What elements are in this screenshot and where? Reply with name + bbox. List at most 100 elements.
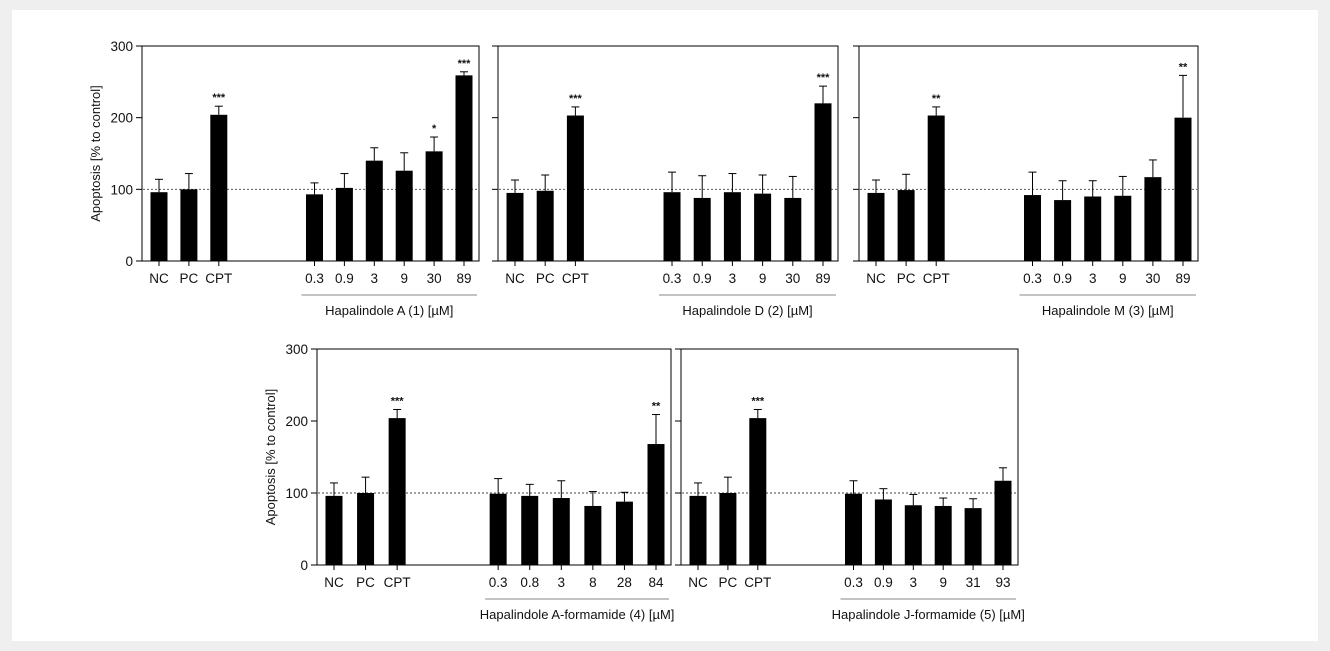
bar-NC [325, 495, 343, 565]
bar-0.8 [521, 495, 539, 565]
group-label: Hapalindole D (2) [µM] [682, 303, 812, 318]
x-tick-label: NC [866, 271, 886, 286]
significance-marker: *** [458, 58, 472, 70]
group-label: Hapalindole A (1) [µM] [325, 303, 453, 318]
x-tick-label: 89 [456, 271, 471, 286]
bar-NC [689, 495, 707, 565]
bar-CPT [210, 114, 228, 261]
x-tick-label: 0.3 [663, 271, 682, 286]
y-tick-label: 300 [285, 342, 308, 357]
group-label: Hapalindole A-formamide (4) [µM] [480, 607, 675, 622]
x-tick-label: PC [897, 271, 916, 286]
bar-0.9 [693, 197, 711, 261]
x-tick-label: 0.3 [489, 575, 508, 590]
x-tick-label: NC [505, 271, 525, 286]
x-tick-label: 0.9 [1053, 271, 1072, 286]
x-tick-label: 9 [400, 271, 408, 286]
bar-0.3 [305, 194, 323, 261]
x-tick-label: NC [688, 575, 708, 590]
bar-PC [180, 189, 198, 261]
x-tick-label: PC [180, 271, 199, 286]
bar-PC [897, 190, 915, 261]
bar-PC [536, 190, 554, 261]
x-tick-label: CPT [562, 271, 589, 286]
significance-marker: *** [391, 395, 405, 407]
bar-28 [615, 501, 633, 565]
x-tick-label: 93 [995, 575, 1010, 590]
x-tick-label: 9 [1119, 271, 1127, 286]
bar-CPT [566, 115, 584, 262]
x-tick-label: 3 [1089, 271, 1097, 286]
y-axis-title: Apoptosis [% to control] [88, 85, 103, 222]
bar-CPT [388, 418, 406, 565]
x-tick-label: 30 [785, 271, 800, 286]
bar-NC [867, 192, 885, 261]
x-tick-label: CPT [205, 271, 232, 286]
bar-9 [754, 193, 772, 261]
y-tick-label: 100 [110, 182, 133, 197]
chart-panel-hapalindole-j-formamide: NC PC *** CPT 0.3 0.9 3 9 31 93 Hapalindole J-form… [675, 348, 1025, 622]
group-label: Hapalindole M (3) [µM] [1042, 303, 1174, 318]
significance-marker: *** [569, 93, 583, 105]
bar-31 [964, 508, 982, 565]
bar-0.3 [844, 493, 862, 565]
significance-marker: *** [751, 395, 765, 407]
y-tick-label: 200 [285, 414, 308, 429]
bar-9 [934, 505, 952, 565]
x-tick-label: PC [356, 575, 375, 590]
bar-CPT [927, 115, 945, 262]
x-tick-label: 30 [1145, 271, 1160, 286]
bar-3 [552, 498, 570, 565]
bar-8 [584, 505, 602, 565]
x-tick-label: 9 [759, 271, 767, 286]
bar-0.9 [874, 499, 892, 565]
bar-30 [425, 151, 443, 261]
x-tick-label: NC [149, 271, 169, 286]
bar-89 [814, 103, 832, 261]
chart-panel-hapalindole-m: NC PC ** CPT 0.3 0.9 3 9 30 ** 89 Hapalindole M (3)… [853, 45, 1199, 318]
x-tick-label: 0.9 [335, 271, 354, 286]
y-tick-label: 100 [285, 486, 308, 501]
bar-PC [357, 493, 375, 565]
significance-marker: ** [652, 401, 661, 413]
x-tick-label: 3 [729, 271, 737, 286]
x-tick-label: 89 [815, 271, 830, 286]
bar-0.3 [663, 192, 681, 261]
x-tick-label: 3 [558, 575, 566, 590]
bar-30 [1144, 177, 1162, 261]
x-tick-label: 30 [427, 271, 442, 286]
y-tick-label: 200 [110, 111, 133, 126]
x-tick-label: PC [536, 271, 555, 286]
x-tick-label: 0.9 [874, 575, 893, 590]
chart-panel-hapalindole-d: NC PC *** CPT 0.3 0.9 3 9 30 *** 89 Hapalindole D (… [492, 45, 839, 318]
bar-0.3 [1024, 195, 1042, 261]
group-label: Hapalindole J-formamide (5) [µM] [832, 607, 1025, 622]
x-tick-label: 0.3 [305, 271, 324, 286]
bar-89 [1174, 117, 1192, 262]
x-tick-label: 9 [939, 575, 947, 590]
bar-0.9 [1054, 200, 1072, 261]
y-tick-label: 0 [125, 254, 133, 269]
y-tick-label: 0 [300, 558, 308, 573]
significance-marker: *** [817, 72, 831, 84]
x-tick-label: 0.9 [693, 271, 712, 286]
x-tick-label: 31 [966, 575, 981, 590]
x-tick-label: NC [324, 575, 344, 590]
x-tick-label: 84 [648, 575, 664, 590]
x-tick-label: 89 [1175, 271, 1190, 286]
bar-3 [723, 192, 741, 261]
x-tick-label: 3 [910, 575, 918, 590]
significance-marker: * [432, 123, 437, 135]
x-tick-label: CPT [384, 575, 411, 590]
x-tick-label: 0.3 [844, 575, 863, 590]
bar-3 [365, 160, 383, 261]
bar-0.3 [489, 493, 507, 565]
x-tick-label: 28 [617, 575, 632, 590]
chart-panel-hapalindole-a-formamide: 0 100 200 300 Apoptosis [% to control] NC PC **… [263, 342, 674, 622]
x-tick-label: CPT [923, 271, 950, 286]
significance-marker: ** [1179, 61, 1188, 73]
x-tick-label: 0.3 [1023, 271, 1042, 286]
bar-89 [455, 75, 473, 261]
